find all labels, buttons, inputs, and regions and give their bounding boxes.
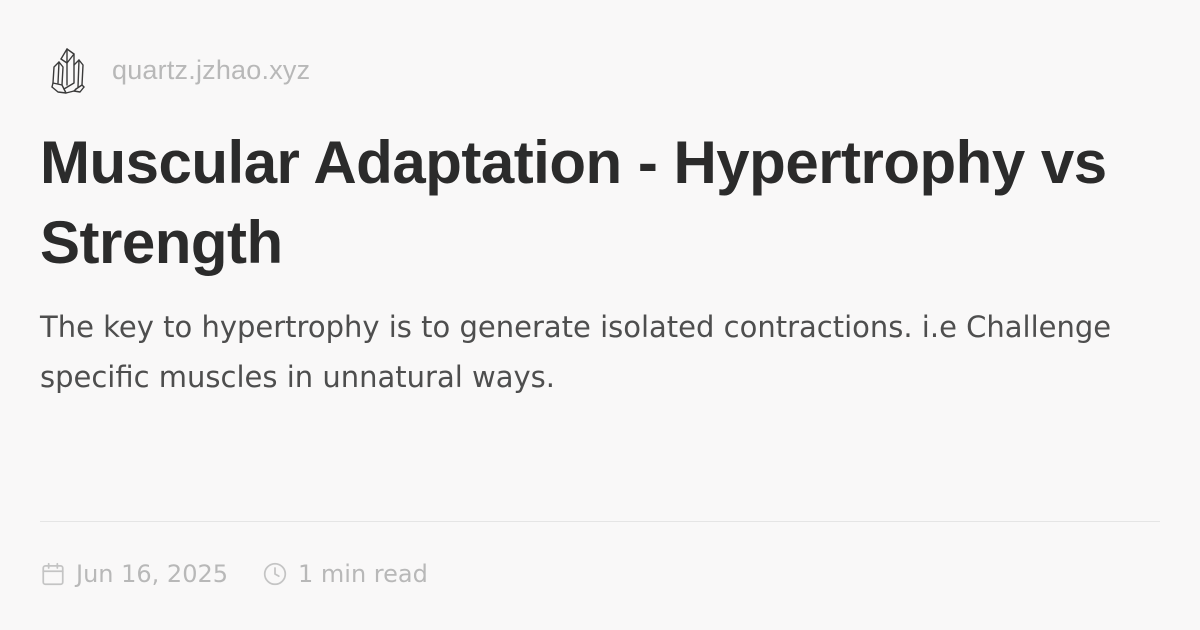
site-domain[interactable]: quartz.jzhao.xyz [112, 54, 311, 85]
clock-icon [262, 561, 288, 587]
page-title: Muscular Adaptation - Hypertrophy vs Str… [40, 129, 1107, 276]
divider [40, 521, 1160, 522]
read-time-text: 1 min read [298, 560, 428, 588]
page-description: The key to hypertrophy is to generate is… [40, 310, 1112, 394]
reading-time: 1 min read [262, 560, 428, 588]
article-meta: Jun 16, 2025 1 min read [40, 556, 428, 592]
calendar-icon [40, 561, 66, 587]
date-text: Jun 16, 2025 [76, 560, 229, 588]
quartz-logo-icon [48, 42, 88, 98]
publish-date: Jun 16, 2025 [40, 560, 228, 588]
site-header: quartz.jzhao.xyz [48, 42, 310, 98]
